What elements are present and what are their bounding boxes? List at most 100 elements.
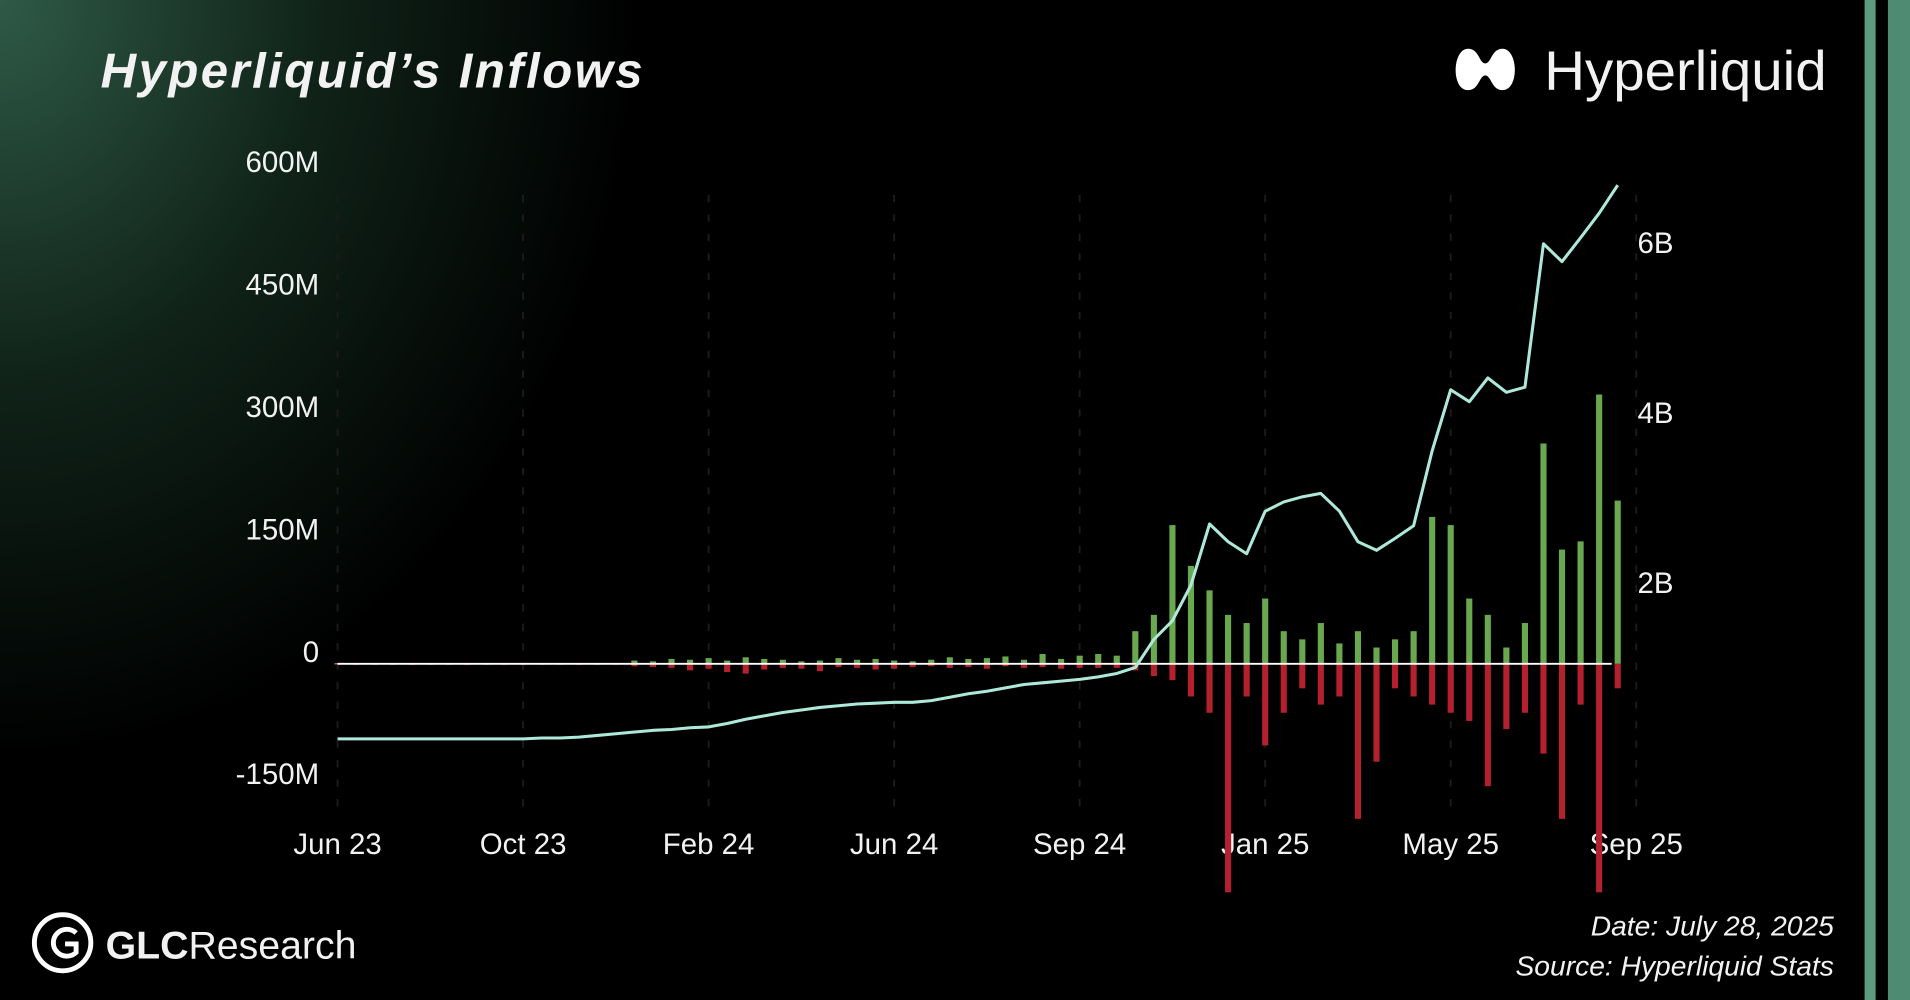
bar bbox=[1132, 631, 1139, 664]
y-tick-label: 150M bbox=[245, 513, 319, 546]
bar bbox=[631, 660, 638, 664]
bar bbox=[983, 663, 990, 669]
y-tick-label: 0 bbox=[303, 636, 319, 669]
bar bbox=[891, 663, 898, 669]
research-rest: Research bbox=[188, 925, 356, 968]
x-tick-label: Jun 24 bbox=[850, 828, 938, 861]
bar bbox=[724, 660, 731, 664]
bar bbox=[1540, 443, 1547, 664]
bar bbox=[1225, 663, 1232, 893]
bar bbox=[872, 663, 879, 670]
bar bbox=[1447, 663, 1454, 713]
y2-tick-label: 4B bbox=[1637, 397, 1673, 430]
bar bbox=[1558, 663, 1566, 819]
bar bbox=[631, 663, 638, 667]
bar bbox=[668, 658, 675, 664]
bar bbox=[798, 663, 805, 669]
bar bbox=[1262, 598, 1269, 664]
bar bbox=[1002, 663, 1009, 667]
brand-name: Hyperliquid bbox=[1544, 39, 1826, 102]
bar bbox=[761, 658, 768, 664]
bar bbox=[1280, 631, 1287, 664]
bar bbox=[1614, 500, 1621, 664]
bar bbox=[1317, 623, 1324, 664]
bar bbox=[1058, 658, 1065, 664]
bar bbox=[779, 663, 786, 668]
bar bbox=[1206, 663, 1213, 713]
bar bbox=[1076, 655, 1083, 664]
bar bbox=[1391, 663, 1399, 689]
bar bbox=[1336, 643, 1343, 664]
y-tick-label: 300M bbox=[245, 391, 319, 424]
bar bbox=[1243, 663, 1250, 697]
bar bbox=[1262, 663, 1269, 746]
chart-title: Hyperliquid’s Inflows bbox=[101, 45, 645, 99]
bar bbox=[1039, 663, 1046, 668]
research-logo bbox=[31, 912, 94, 974]
bar bbox=[1113, 655, 1120, 664]
bar bbox=[1410, 631, 1417, 664]
bar bbox=[742, 663, 749, 674]
bar bbox=[1299, 663, 1306, 689]
bar bbox=[983, 658, 990, 664]
bar bbox=[1002, 656, 1009, 664]
bar bbox=[1429, 663, 1436, 705]
bar bbox=[1503, 647, 1510, 664]
brand-logo bbox=[1455, 48, 1515, 91]
research-name: GLCResearch bbox=[106, 925, 357, 968]
bar bbox=[1095, 663, 1102, 668]
side-stripe bbox=[1864, 0, 1876, 1000]
bar bbox=[928, 663, 935, 667]
bar bbox=[1317, 663, 1324, 705]
bar bbox=[835, 663, 842, 668]
bar bbox=[1596, 394, 1603, 664]
bar bbox=[1447, 525, 1454, 664]
bar bbox=[1484, 614, 1491, 664]
bar bbox=[1243, 623, 1250, 664]
bar bbox=[1577, 541, 1584, 664]
research-logo-mark bbox=[50, 926, 79, 959]
bar bbox=[1169, 663, 1176, 681]
bar bbox=[1150, 663, 1157, 677]
bar bbox=[816, 663, 823, 672]
bar bbox=[1429, 516, 1436, 664]
bar bbox=[686, 663, 694, 671]
bar bbox=[1466, 598, 1473, 664]
bar bbox=[1206, 590, 1213, 664]
bar bbox=[779, 659, 786, 664]
y-tick-label: -150M bbox=[236, 758, 319, 791]
bar bbox=[946, 657, 953, 664]
bar bbox=[1187, 663, 1195, 697]
bar bbox=[1521, 663, 1528, 713]
bar bbox=[1373, 647, 1380, 664]
x-tick-label: Feb 24 bbox=[663, 828, 755, 861]
bar bbox=[1503, 663, 1510, 730]
bar bbox=[705, 658, 712, 664]
research-bold: GLC bbox=[106, 925, 189, 968]
bar bbox=[1614, 663, 1621, 689]
x-tick-label: Jun 23 bbox=[293, 828, 381, 861]
y2-tick-label: 6B bbox=[1637, 227, 1673, 260]
bar bbox=[816, 660, 823, 664]
bar bbox=[1521, 623, 1528, 664]
line bbox=[337, 184, 1620, 741]
bar bbox=[1540, 663, 1547, 754]
y2-tick-label: 2B bbox=[1637, 567, 1673, 600]
bar bbox=[1095, 654, 1102, 664]
bar bbox=[649, 661, 657, 664]
bar bbox=[1299, 639, 1306, 664]
bar bbox=[1336, 663, 1343, 697]
y-tick-label: 600M bbox=[245, 146, 319, 179]
bar bbox=[928, 659, 935, 664]
bar bbox=[1280, 663, 1287, 713]
bar bbox=[1076, 663, 1083, 668]
bar bbox=[965, 658, 972, 664]
y-tick-label: 450M bbox=[245, 269, 319, 302]
bar bbox=[705, 663, 712, 669]
bar bbox=[909, 661, 916, 664]
bar bbox=[1113, 663, 1120, 668]
x-tick-label: Sep 25 bbox=[1590, 828, 1683, 861]
bar bbox=[1187, 565, 1195, 664]
bar bbox=[1020, 663, 1028, 668]
